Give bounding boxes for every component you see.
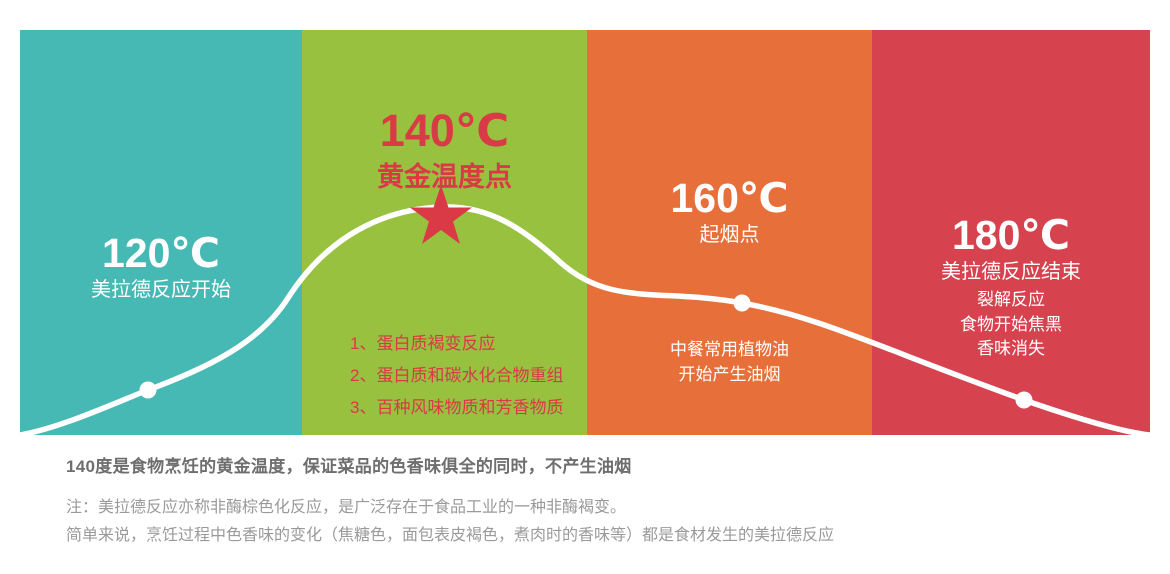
band-180-subtitle: 美拉德反应结束 — [941, 261, 1081, 283]
band-140-header: 140℃ 黄金温度点 — [302, 108, 587, 195]
band-160-subtitle: 起烟点 — [699, 224, 760, 246]
note-line: 中餐常用植物油 — [670, 340, 789, 359]
list-item: 1、蛋白质褐变反应 — [350, 334, 496, 353]
band-160-temperature: 160℃ — [670, 175, 789, 221]
footer-note-line-2: 简单来说，烹饪过程中色香味的变化（焦糖色，面包表皮褐色，煮肉时的香味等）都是食材… — [66, 527, 835, 544]
note-line: 开始产生油烟 — [678, 364, 781, 384]
note-line: 裂解反应 — [977, 290, 1045, 309]
band-140: 140℃ 黄金温度点 1、蛋白质褐变反应 2、蛋白质和碳水化合物重组 3、百种风… — [302, 30, 587, 435]
note-line: 香味消失 — [977, 339, 1045, 359]
note-line: 食物开始焦黑 — [960, 314, 1062, 334]
band-120: 120℃ 美拉德反应开始 — [20, 30, 302, 435]
footer-note: 注：美拉德反应亦称非酶棕色化反应，是广泛存在于食品工业的一种非酶褐变。 简单来说… — [66, 494, 1156, 550]
band-180: 180℃ 美拉德反应结束 裂解反应 食物开始焦黑 香味消失 — [872, 30, 1150, 435]
footer: 140度是食物烹饪的黄金温度，保证菜品的色香味俱全的同时，不产生油烟 注：美拉德… — [66, 452, 1156, 550]
band-140-reaction-list: 1、蛋白质褐变反应 2、蛋白质和碳水化合物重组 3、百种风味物质和芳香物质 — [350, 328, 563, 424]
band-120-subtitle: 美拉德反应开始 — [91, 279, 231, 301]
band-160-note: 中餐常用植物油 开始产生油烟 — [587, 338, 872, 387]
footer-note-line-1: 注：美拉德反应亦称非酶棕色化反应，是广泛存在于食品工业的一种非酶褐变。 — [66, 499, 627, 516]
list-item: 3、百种风味物质和芳香物质 — [350, 398, 564, 417]
temperature-chart: 120℃ 美拉德反应开始 140℃ 黄金温度点 1、蛋白质褐变反应 2、蛋白质和… — [20, 30, 1150, 435]
band-120-header: 120℃ 美拉德反应开始 — [20, 233, 302, 303]
band-180-header: 180℃ 美拉德反应结束 — [872, 215, 1150, 285]
band-160-header: 160℃ 起烟点 — [587, 178, 872, 248]
band-180-note: 裂解反应 食物开始焦黑 香味消失 — [872, 288, 1150, 362]
band-140-subtitle: 黄金温度点 — [377, 162, 512, 192]
footer-headline: 140度是食物烹饪的黄金温度，保证菜品的色香味俱全的同时，不产生油烟 — [66, 457, 632, 476]
list-item: 2、蛋白质和碳水化合物重组 — [350, 366, 564, 385]
band-180-temperature: 180℃ — [951, 212, 1071, 258]
band-140-temperature: 140℃ — [379, 105, 510, 156]
band-120-temperature: 120℃ — [101, 230, 221, 276]
band-160: 160℃ 起烟点 中餐常用植物油 开始产生油烟 — [587, 30, 872, 435]
